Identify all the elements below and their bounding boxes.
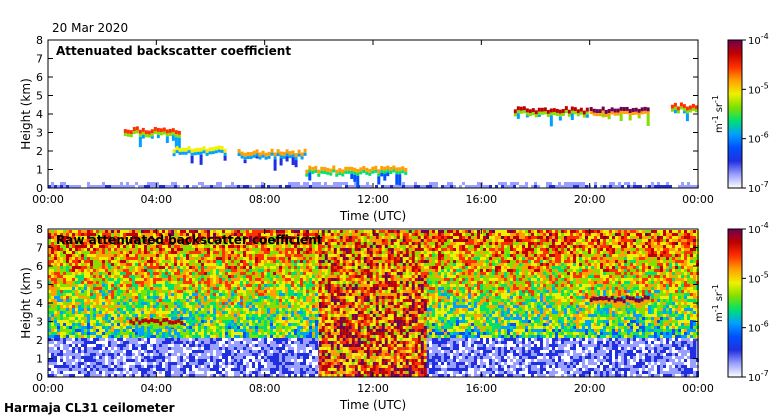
panel-title: Attenuated backscatter coefficient — [56, 44, 291, 58]
colorbar-unit: m-1sr-1 — [711, 95, 725, 133]
panel-raw: Raw attenuated backscatter coefficient00… — [19, 221, 769, 412]
site-label: Harmaja CL31 ceilometer — [4, 401, 175, 415]
y-tick-label: 0 — [36, 371, 43, 384]
y-tick-label: 3 — [36, 127, 43, 140]
panel-title: Raw attenuated backscatter coefficient — [56, 233, 323, 247]
unit-sr: sr — [714, 102, 725, 112]
colorbar-tick-label: 10-4 — [748, 32, 769, 47]
feature-elevated-layer-4 — [670, 102, 698, 122]
y-axis-label: Height (km) — [19, 78, 33, 149]
x-axis-label: Time (UTC) — [339, 398, 406, 412]
colorbar-tick-base: 10 — [748, 324, 761, 335]
x-tick-label: 08:00 — [249, 193, 281, 206]
x-axis: 00:00 04:00 08:00 12:00 16:00 20:00 00:00 Time … — [32, 40, 714, 223]
x-axis-label: Time (UTC) — [339, 209, 406, 223]
colorbar-tick-exponent: -7 — [761, 369, 769, 378]
unit-m: m — [714, 123, 725, 133]
colorbar-tick-exponent: -7 — [761, 180, 769, 189]
colorbar-tick-base: 10 — [748, 274, 761, 285]
colorbar-tick-label: 10-7 — [748, 369, 769, 384]
colorbar-unit: m-1sr-1 — [711, 284, 725, 322]
colorbar-tick-exponent: -5 — [761, 270, 769, 279]
unit-sr-exp: -1 — [711, 95, 720, 103]
colorbar-tick-base: 10 — [748, 225, 761, 236]
y-tick-label: 4 — [36, 297, 43, 310]
x-tick-label: 12:00 — [357, 193, 389, 206]
x-tick-label: 00:00 — [32, 193, 64, 206]
colorbar: 10-410-510-610-7m-1sr-1 — [711, 221, 769, 384]
y-tick-label: 5 — [36, 90, 43, 103]
colorbar-tick-exponent: -4 — [761, 221, 769, 230]
feature-elevated-layer-1 — [123, 126, 181, 150]
colorbar-tick-exponent: -6 — [761, 320, 769, 329]
y-tick-label: 1 — [36, 353, 43, 366]
y-axis: 0 1 2 3 4 5 6 7 8 Height (km) — [19, 34, 698, 195]
y-tick-label: 8 — [36, 34, 43, 47]
x-tick-label: 16:00 — [465, 193, 497, 206]
y-axis: 0 1 2 3 4 5 6 7 8 Height (km) — [19, 223, 698, 384]
y-tick-label: 4 — [36, 108, 43, 121]
colorbar-scale — [727, 39, 743, 189]
y-tick-label: 7 — [36, 53, 43, 66]
unit-m: m — [714, 312, 725, 322]
unit-sr: sr — [714, 291, 725, 301]
feature-cloud-band-c — [305, 165, 408, 188]
feature-noise-background — [48, 230, 699, 377]
x-tick-label: 16:00 — [465, 382, 497, 395]
colorbar-tick-label: 10-7 — [748, 180, 769, 195]
colorbar-tick-label: 10-5 — [748, 270, 769, 285]
colorbar-tick-exponent: -4 — [761, 32, 769, 41]
y-tick-label: 6 — [36, 260, 43, 273]
colorbar-tick-exponent: -6 — [761, 131, 769, 140]
x-tick-label: 08:00 — [249, 382, 281, 395]
colorbar: 10-410-510-610-7m-1sr-1 — [711, 32, 769, 195]
unit-m-exp: -1 — [711, 304, 720, 312]
feature-elevated-layer-2 — [513, 106, 589, 127]
feature-elevated-layer-3 — [589, 106, 650, 126]
x-tick-label: 04:00 — [140, 382, 172, 395]
x-tick-label: 00:00 — [682, 193, 714, 206]
colorbar-tick-label: 10-4 — [748, 221, 769, 236]
date-label: 20 Mar 2020 — [52, 21, 129, 35]
y-tick-label: 1 — [36, 164, 43, 177]
colorbar-tick-label: 10-5 — [748, 81, 769, 96]
y-tick-label: 2 — [36, 334, 43, 347]
feature-elevated-layer-1 — [129, 317, 184, 338]
y-tick-label: 7 — [36, 242, 43, 255]
x-tick-label: 00:00 — [682, 382, 714, 395]
colorbar-scale — [727, 228, 743, 378]
y-tick-label: 2 — [36, 145, 43, 158]
colorbar-tick-exponent: -5 — [761, 81, 769, 90]
colorbar-tick-label: 10-6 — [748, 131, 769, 146]
colorbar-tick-base: 10 — [748, 184, 761, 195]
feature-cloud-band-a — [172, 145, 227, 165]
y-tick-label: 8 — [36, 223, 43, 236]
unit-sr-exp: -1 — [711, 284, 720, 292]
x-tick-label: 12:00 — [357, 382, 389, 395]
y-tick-label: 0 — [36, 182, 43, 195]
feature-strong-noise-10-14-utc — [318, 230, 427, 377]
data-features — [48, 230, 699, 377]
y-tick-label: 5 — [36, 279, 43, 292]
colorbar-tick-base: 10 — [748, 373, 761, 384]
y-tick-label: 3 — [36, 316, 43, 329]
x-tick-label: 04:00 — [140, 193, 172, 206]
colorbar-tick-base: 10 — [748, 85, 761, 96]
y-tick-label: 6 — [36, 71, 43, 84]
colorbar-tick-label: 10-6 — [748, 320, 769, 335]
colorbar-tick-base: 10 — [748, 135, 761, 146]
colorbar-tick-base: 10 — [748, 36, 761, 47]
x-axis: 00:00 04:00 08:00 12:00 16:00 20:00 00:00 Time … — [32, 229, 714, 412]
feature-elevated-layer-3 — [589, 295, 650, 317]
x-tick-label: 00:00 — [32, 382, 64, 395]
unit-m-exp: -1 — [711, 115, 720, 123]
x-tick-label: 20:00 — [574, 382, 606, 395]
feature-cloud-band-b — [237, 148, 307, 171]
feature-surface-layer — [48, 179, 699, 188]
y-axis-label: Height (km) — [19, 267, 33, 338]
data-features — [48, 102, 699, 188]
x-tick-label: 20:00 — [574, 193, 606, 206]
